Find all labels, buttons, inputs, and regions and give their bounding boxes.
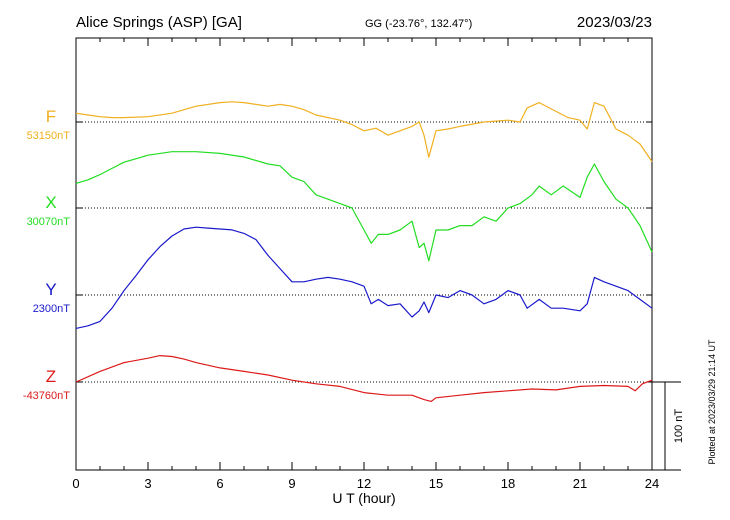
series-z-label: Z: [46, 367, 56, 386]
x-tick-label: 15: [429, 476, 443, 491]
series-z-line: [75, 355, 653, 402]
plotted-note: Plotted at 2023/03/29 21:14 UT: [707, 339, 717, 465]
series-y-baseline: 2300nT: [33, 303, 71, 315]
x-tick-label: 21: [573, 476, 587, 491]
x-tick-label: 0: [72, 476, 79, 491]
series-x-baseline: 30070nT: [27, 216, 71, 228]
series-z-baseline: -43760nT: [23, 390, 70, 402]
x-tick-label: 18: [501, 476, 515, 491]
series-x-label: X: [45, 193, 56, 212]
series-x-line: [75, 151, 653, 262]
plot-frame: [75, 37, 653, 471]
chart-date: 2023/03/23: [577, 14, 652, 31]
x-tick-label: 3: [144, 476, 151, 491]
x-tick-label: 24: [645, 476, 659, 491]
x-axis-label: U T (hour): [332, 490, 395, 506]
x-tick-label: 6: [216, 476, 223, 491]
x-tick-label: 9: [288, 476, 295, 491]
chart-title: Alice Springs (ASP) [GA]: [76, 14, 242, 31]
series-f-label: F: [46, 107, 56, 126]
series-f-baseline: 53150nT: [27, 130, 71, 142]
series-f-line: [75, 101, 653, 162]
scale-bar-label: 100 nT: [673, 409, 685, 444]
series-y-label: Y: [45, 280, 56, 299]
x-tick-label: 12: [357, 476, 371, 491]
series-y-line: [75, 226, 653, 329]
scale-bar: 100 nT: [652, 381, 685, 471]
chart-coordinates: GG (-23.76°, 132.47°): [365, 18, 472, 30]
